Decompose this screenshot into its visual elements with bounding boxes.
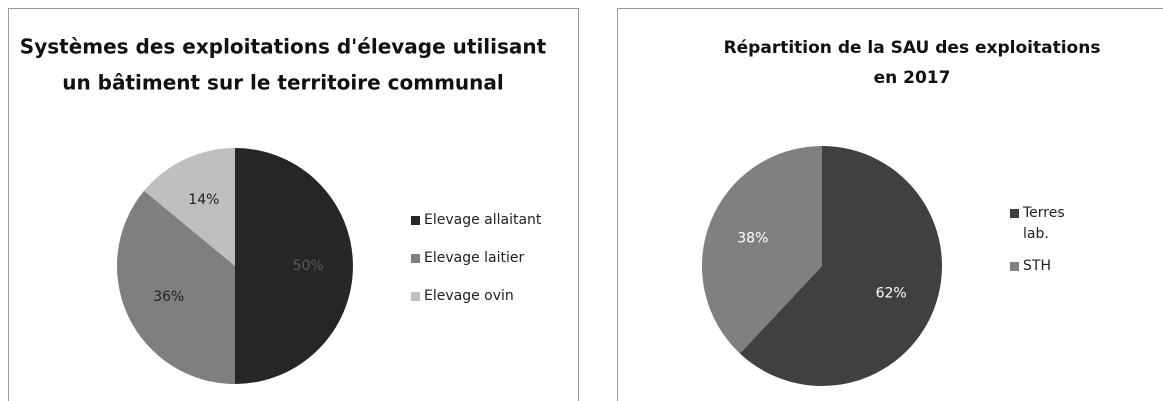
chart-title: Systèmes des exploitations d'élevage uti… (20, 35, 547, 59)
panel-border (8, 8, 579, 401)
legend-label: Elevage laitier (424, 250, 525, 266)
slice-label: 38% (737, 231, 768, 247)
legend-swatch (1010, 209, 1019, 218)
legend-swatch (411, 292, 420, 301)
legend-label: STH (1023, 258, 1051, 274)
pie-slice (117, 190, 235, 384)
legend-swatch (411, 216, 420, 225)
pie-slice (235, 148, 353, 384)
legend-entry: Elevage ovin (424, 288, 514, 304)
chart-title: Répartition de la SAU des exploitations (724, 38, 1101, 58)
slice-label: 62% (876, 285, 907, 301)
legend-label: Elevage allaitant (424, 212, 542, 228)
legend-label: Elevage ovin (424, 288, 514, 304)
slice-label: 14% (188, 192, 219, 208)
legend-entry: Terres lab. (1023, 205, 1065, 242)
slice-label: 50% (293, 258, 324, 274)
slice-label: 36% (153, 289, 184, 305)
legend-label: Terres lab. (1023, 205, 1065, 242)
legend-entry: STH (1023, 258, 1051, 274)
legend-swatch (1010, 262, 1019, 271)
chart-title: en 2017 (874, 68, 951, 88)
legend-swatch (411, 254, 420, 263)
chart-title: un bâtiment sur le territoire communal (62, 71, 504, 95)
panel-border (617, 8, 1163, 401)
pie-slice (739, 146, 943, 386)
legend-entry: Elevage laitier (424, 250, 525, 266)
pie-slice (144, 148, 235, 266)
pie-slice (702, 146, 822, 354)
legend-entry: Elevage allaitant (424, 212, 542, 228)
